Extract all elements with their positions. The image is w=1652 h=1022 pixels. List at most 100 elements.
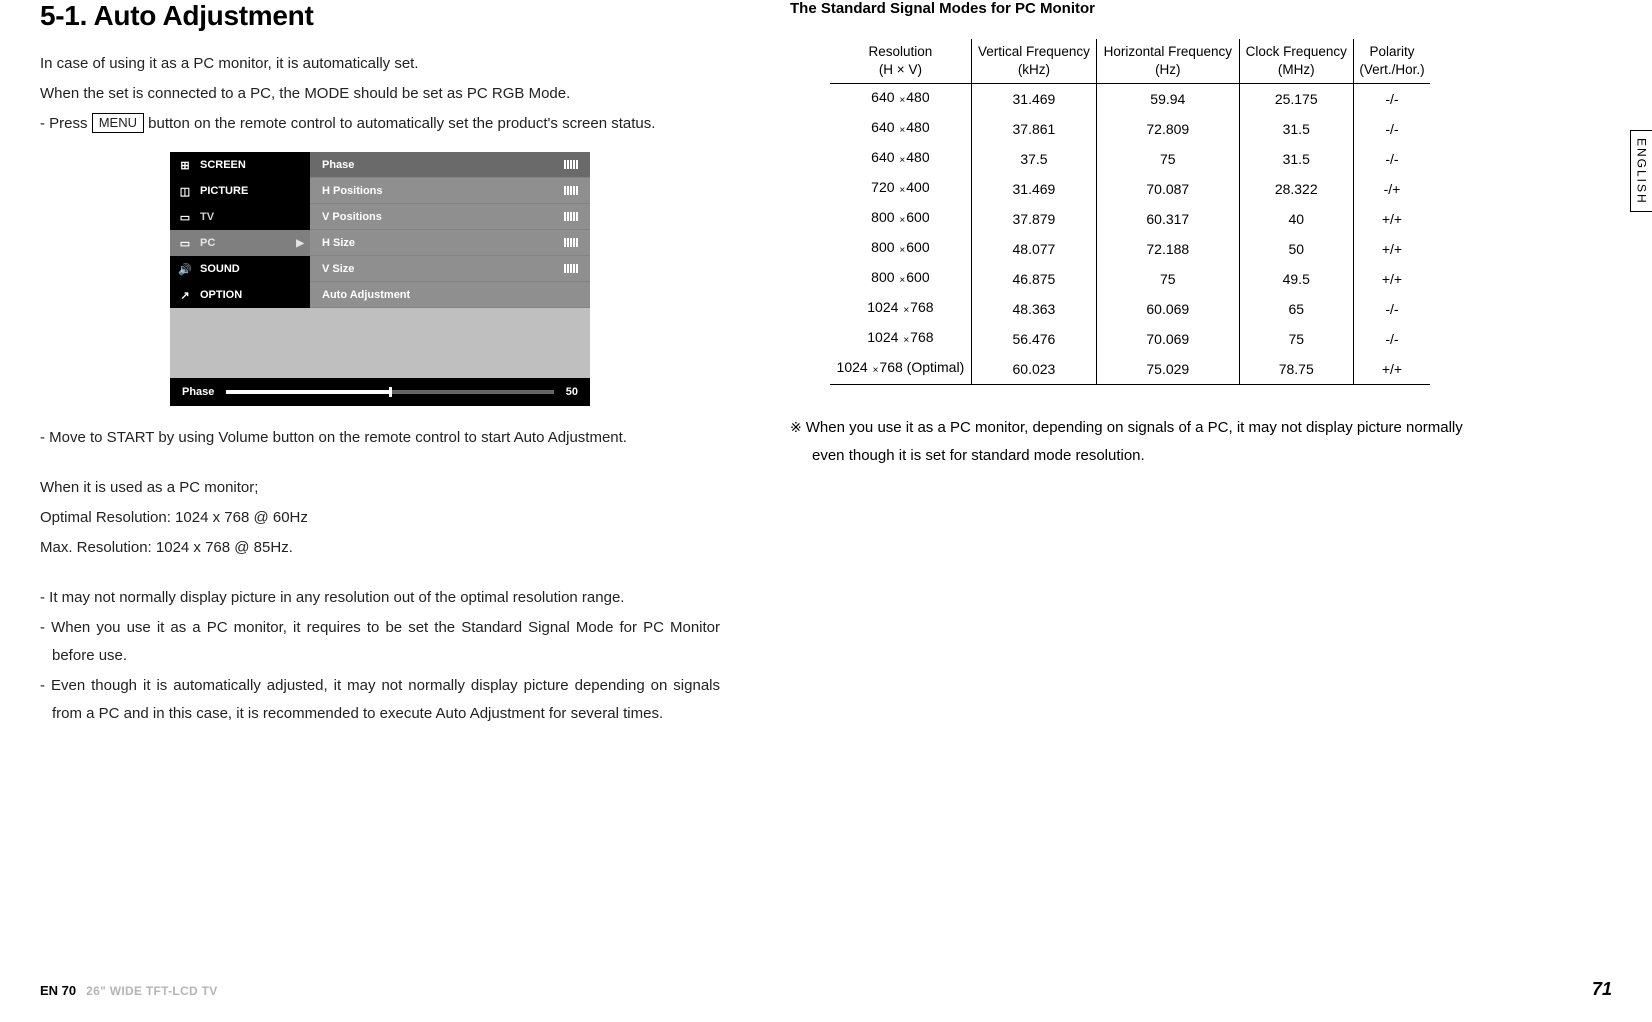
cell-resolution: 800 ×600 bbox=[830, 204, 971, 234]
osd-menu-item: ↗ OPTION bbox=[170, 282, 310, 308]
table-cell: 70.087 bbox=[1097, 174, 1239, 204]
signal-mode-table: Resolution(H × V)Vertical Frequency(kHz)… bbox=[830, 39, 1430, 385]
slider-icon bbox=[564, 160, 578, 169]
footnote-mark: ※ bbox=[790, 419, 806, 435]
table-cell: 65 bbox=[1239, 294, 1353, 324]
osd-menu-item: ▭PC▶ bbox=[170, 230, 310, 256]
menu-icon: ▭ bbox=[178, 237, 192, 249]
table-cell: 46.875 bbox=[971, 264, 1096, 294]
para-pc-monitor: When it is used as a PC monitor; bbox=[40, 474, 720, 502]
osd-footer-label: Phase bbox=[182, 386, 214, 398]
table-cell: +/+ bbox=[1353, 204, 1430, 234]
cell-resolution: 640 ×480 bbox=[830, 84, 971, 115]
para-note-2: - When you use it as a PC monitor, it re… bbox=[40, 614, 720, 670]
page-number-left: EN 70 bbox=[40, 983, 76, 998]
option-label: H Positions bbox=[322, 185, 383, 197]
menu-icon: ◫ bbox=[178, 185, 192, 197]
table-cell: 75 bbox=[1097, 264, 1239, 294]
menu-label: PICTURE bbox=[200, 185, 248, 197]
osd-option-item: Auto Adjustment bbox=[310, 282, 590, 308]
osd-menu-item: ◫ PICTURE bbox=[170, 178, 310, 204]
table-cell: 48.077 bbox=[971, 234, 1096, 264]
table-cell: 48.363 bbox=[971, 294, 1096, 324]
table-cell: +/+ bbox=[1353, 234, 1430, 264]
table-cell: 31.469 bbox=[971, 84, 1096, 115]
table-row: 640 ×48037.86172.80931.5-/- bbox=[830, 114, 1430, 144]
slider-icon bbox=[564, 186, 578, 195]
osd-slider bbox=[226, 390, 553, 394]
osd-menu-item: ⊞SCREEN bbox=[170, 152, 310, 178]
menu-label: OPTION bbox=[200, 289, 242, 301]
table-cell: 25.175 bbox=[1239, 84, 1353, 115]
table-cell: 31.5 bbox=[1239, 114, 1353, 144]
table-row: 640 ×48031.46959.9425.175-/- bbox=[830, 84, 1430, 115]
table-header: Clock Frequency(MHz) bbox=[1239, 39, 1353, 84]
osd-menu-screenshot: ⊞SCREEN Phase ◫ PICTURE H Positions ▭ TV V Posi… bbox=[170, 152, 590, 406]
cell-resolution: 640 ×480 bbox=[830, 144, 971, 174]
table-row: 720 ×40031.46970.08728.322-/+ bbox=[830, 174, 1430, 204]
table-row: 1024 ×76856.47670.06975-/- bbox=[830, 324, 1430, 354]
option-label: H Size bbox=[322, 237, 355, 249]
table-row: 1024 ×768 (Optimal)60.02375.02978.75+/+ bbox=[830, 354, 1430, 385]
table-cell: 56.476 bbox=[971, 324, 1096, 354]
table-cell: 59.94 bbox=[1097, 84, 1239, 115]
cell-resolution: 640 ×480 bbox=[830, 114, 971, 144]
para-intro-2: When the set is connected to a PC, the M… bbox=[40, 80, 720, 108]
table-cell: 40 bbox=[1239, 204, 1353, 234]
table-cell: -/+ bbox=[1353, 174, 1430, 204]
cell-resolution: 800 ×600 bbox=[830, 264, 971, 294]
cell-resolution: 1024 ×768 bbox=[830, 294, 971, 324]
table-row: 800 ×60037.87960.31740+/+ bbox=[830, 204, 1430, 234]
osd-option-item: V Positions bbox=[310, 204, 590, 230]
osd-option-item: V Size bbox=[310, 256, 590, 282]
language-tab: ENGLISH bbox=[1630, 130, 1652, 212]
table-cell: 31.5 bbox=[1239, 144, 1353, 174]
section-title: 5-1. Auto Adjustment bbox=[40, 0, 720, 32]
option-label: Auto Adjustment bbox=[322, 289, 410, 301]
cell-resolution: 720 ×400 bbox=[830, 174, 971, 204]
table-cell: 72.809 bbox=[1097, 114, 1239, 144]
table-cell: 72.188 bbox=[1097, 234, 1239, 264]
table-cell: +/+ bbox=[1353, 354, 1430, 385]
cell-resolution: 1024 ×768 (Optimal) bbox=[830, 354, 971, 385]
table-row: 800 ×60048.07772.18850+/+ bbox=[830, 234, 1430, 264]
osd-menu-item: ▭ TV bbox=[170, 204, 310, 230]
menu-icon: ↗ bbox=[178, 289, 192, 301]
table-cell: 70.069 bbox=[1097, 324, 1239, 354]
footnote: ※When you use it as a PC monitor, depend… bbox=[790, 413, 1470, 470]
cell-resolution: 1024 ×768 bbox=[830, 324, 971, 354]
cell-resolution: 800 ×600 bbox=[830, 234, 971, 264]
table-cell: 28.322 bbox=[1239, 174, 1353, 204]
table-cell: -/- bbox=[1353, 84, 1430, 115]
table-cell: 37.861 bbox=[971, 114, 1096, 144]
table-cell: 49.5 bbox=[1239, 264, 1353, 294]
model-name: 26" WIDE TFT-LCD TV bbox=[86, 984, 217, 998]
table-cell: 75 bbox=[1239, 324, 1353, 354]
table-cell: 60.317 bbox=[1097, 204, 1239, 234]
menu-button-label: MENU bbox=[92, 113, 144, 133]
option-label: V Size bbox=[322, 263, 354, 275]
osd-menu-item: 🔊 SOUND bbox=[170, 256, 310, 282]
option-label: Phase bbox=[322, 159, 354, 171]
menu-icon: 🔊 bbox=[178, 263, 192, 275]
table-cell: -/- bbox=[1353, 294, 1430, 324]
menu-label: SOUND bbox=[200, 263, 240, 275]
para-press-menu: - Press MENU button on the remote contro… bbox=[40, 110, 720, 138]
table-cell: 60.069 bbox=[1097, 294, 1239, 324]
table-cell: 60.023 bbox=[971, 354, 1096, 385]
slider-icon bbox=[564, 264, 578, 273]
right-heading: The Standard Signal Modes for PC Monitor bbox=[790, 0, 1470, 17]
table-cell: 31.469 bbox=[971, 174, 1096, 204]
table-cell: -/- bbox=[1353, 144, 1430, 174]
table-row: 1024 ×76848.36360.06965-/- bbox=[830, 294, 1430, 324]
menu-icon: ⊞ bbox=[178, 159, 192, 171]
menu-label: TV bbox=[200, 211, 214, 223]
table-cell: 78.75 bbox=[1239, 354, 1353, 385]
menu-label: PC bbox=[200, 237, 215, 249]
table-row: 800 ×60046.8757549.5+/+ bbox=[830, 264, 1430, 294]
para-intro-1: In case of using it as a PC monitor, it … bbox=[40, 50, 720, 78]
table-header: Resolution(H × V) bbox=[830, 39, 971, 84]
para-move-start: - Move to START by using Volume button o… bbox=[40, 424, 720, 452]
table-cell: +/+ bbox=[1353, 264, 1430, 294]
menu-icon: ▭ bbox=[178, 211, 192, 223]
